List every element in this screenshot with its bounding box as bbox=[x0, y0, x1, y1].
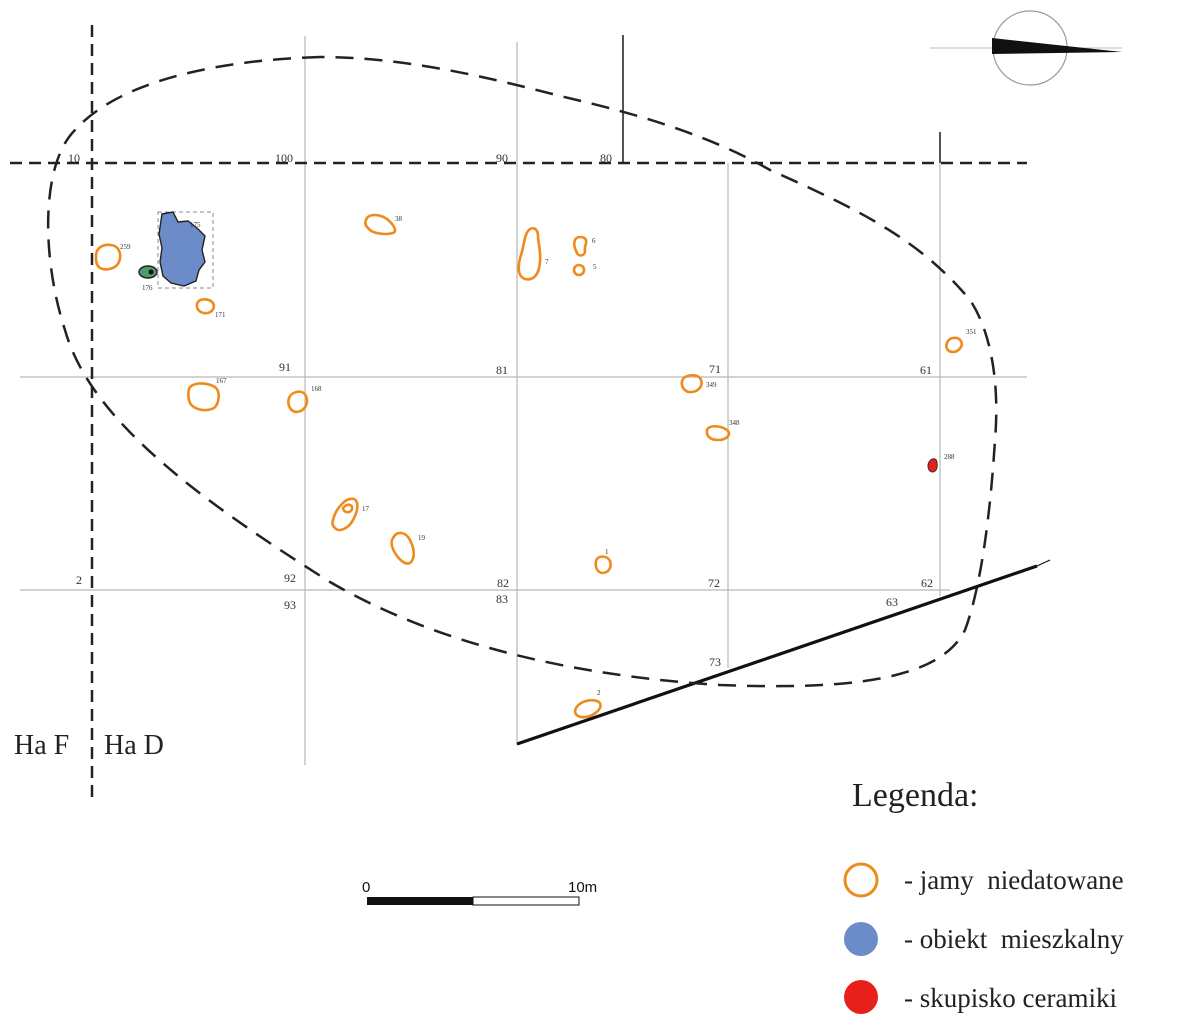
grid-label: 92 bbox=[284, 571, 296, 585]
legend-red-dot-icon bbox=[844, 980, 878, 1014]
pit-feature-7[interactable] bbox=[517, 226, 542, 281]
section-lines bbox=[10, 25, 1027, 800]
pit-features: 259 171 38 7 6 5 351 167 168 349 348 17 … bbox=[94, 213, 977, 719]
feature-label: 351 bbox=[966, 328, 977, 336]
grid-label: 63 bbox=[886, 595, 898, 609]
feature-label: 288 bbox=[944, 453, 955, 461]
scale-bar-light bbox=[472, 896, 580, 906]
pit-feature-168[interactable] bbox=[287, 390, 309, 414]
pit-feature-5[interactable] bbox=[572, 263, 586, 277]
feature-label: 259 bbox=[120, 243, 131, 251]
dwelling-feature-175[interactable] bbox=[158, 211, 206, 287]
pit-feature-171[interactable] bbox=[195, 298, 216, 315]
pit-feature-38[interactable] bbox=[364, 213, 397, 236]
feature-label: 6 bbox=[592, 237, 596, 245]
feature-label: 2 bbox=[597, 689, 601, 697]
pit-feature-1[interactable] bbox=[594, 555, 612, 575]
legend-title: Legenda: bbox=[852, 777, 979, 814]
scale-bar-start-label: 0 bbox=[362, 879, 370, 896]
grid-label: 10 bbox=[68, 151, 80, 165]
grid-label: 93 bbox=[284, 598, 296, 612]
feature-label: 1 bbox=[605, 548, 609, 556]
grid-label: 91 bbox=[279, 360, 291, 374]
pit-feature-17[interactable] bbox=[331, 497, 359, 532]
pit-feature-259[interactable] bbox=[94, 243, 122, 271]
grid-label: 2 bbox=[76, 573, 82, 587]
pit-feature-167[interactable] bbox=[187, 382, 220, 412]
grid-label: 62 bbox=[921, 576, 933, 590]
dwelling-frame bbox=[157, 211, 214, 289]
feature-label: 171 bbox=[215, 311, 226, 319]
grid-label: 82 bbox=[497, 576, 509, 590]
pit-feature-6[interactable] bbox=[572, 235, 588, 257]
feature-label: 5 bbox=[593, 263, 597, 271]
grid-label: 73 bbox=[709, 655, 721, 669]
feature-label: 348 bbox=[729, 419, 740, 427]
site-boundary bbox=[46, 55, 998, 688]
grid-label: 100 bbox=[275, 151, 293, 165]
ceramics-feature-288[interactable] bbox=[927, 458, 938, 473]
feature-label: 17 bbox=[362, 505, 370, 513]
grid-label: 90 bbox=[496, 151, 508, 165]
grid-label: 72 bbox=[708, 576, 720, 590]
north-arrow-icon bbox=[930, 10, 1122, 86]
grid-label: 80 bbox=[600, 151, 612, 165]
pit-feature-17-inner bbox=[341, 503, 354, 514]
pit-feature-351[interactable] bbox=[945, 336, 964, 354]
grid-lines bbox=[20, 35, 1027, 765]
legend-orange-ring-icon bbox=[843, 862, 879, 898]
grid-label: 71 bbox=[709, 362, 721, 376]
legend-item-label: - obiekt mieszkalny bbox=[904, 924, 1124, 954]
pit-feature-2[interactable] bbox=[573, 698, 602, 719]
legend-item-label: - jamy niedatowane bbox=[904, 865, 1124, 895]
dwelling-feature-176[interactable] bbox=[138, 265, 158, 279]
scale-bar-dark bbox=[367, 897, 473, 905]
feature-label: 349 bbox=[706, 381, 717, 389]
feature-label: 19 bbox=[418, 534, 426, 542]
feature-label: 175 bbox=[190, 221, 201, 229]
zone-label-ha-f: Ha F bbox=[14, 730, 69, 761]
pit-feature-19[interactable] bbox=[390, 531, 416, 565]
excavation-edge-tail bbox=[1036, 559, 1051, 567]
grid-labels: 10 100 90 80 91 81 71 61 2 92 82 72 62 9… bbox=[68, 151, 933, 669]
feature-label: 7 bbox=[545, 258, 549, 266]
excavation-edge-line bbox=[516, 564, 1038, 746]
grid-label: 61 bbox=[920, 363, 932, 377]
zone-label-ha-d: Ha D bbox=[104, 730, 164, 761]
grid-label: 81 bbox=[496, 363, 508, 377]
grid-label: 83 bbox=[496, 592, 508, 606]
feature-label: 176 bbox=[142, 284, 153, 292]
scale-bar: 0 10m bbox=[362, 879, 597, 906]
feature-label: 167 bbox=[216, 377, 227, 385]
pit-feature-349[interactable] bbox=[680, 373, 703, 394]
feature-label: 38 bbox=[395, 215, 403, 223]
feature-label: 168 bbox=[311, 385, 322, 393]
legend: Legenda: - jamy niedatowane - obiekt mie… bbox=[843, 777, 1124, 1014]
pit-feature-348[interactable] bbox=[705, 424, 731, 442]
legend-item-label: - skupisko ceramiki bbox=[904, 983, 1117, 1013]
dwelling-feature-176-center bbox=[148, 269, 154, 275]
scale-bar-end-label: 10m bbox=[568, 879, 597, 896]
legend-blue-dot-icon bbox=[844, 922, 878, 956]
